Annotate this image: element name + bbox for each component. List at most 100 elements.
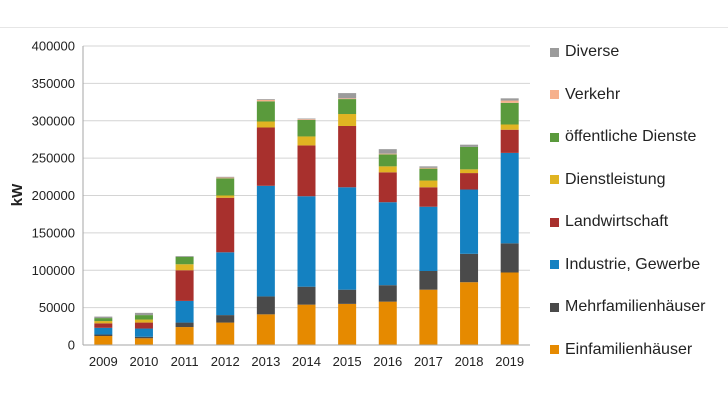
legend-item: Mehrfamilienhäuser xyxy=(550,297,706,317)
bar-segment xyxy=(378,149,397,154)
bar-segment xyxy=(94,321,113,324)
y-tick-label: 200000 xyxy=(32,188,75,203)
bar-segment xyxy=(94,323,113,328)
bar-segment xyxy=(419,168,438,181)
bar-segment xyxy=(216,176,235,178)
bar-segment xyxy=(338,289,357,304)
bar-segment xyxy=(94,327,113,335)
legend-swatch xyxy=(550,175,559,184)
bar-segment xyxy=(378,172,397,203)
bar-segment xyxy=(378,166,397,173)
bar-segment xyxy=(378,301,397,345)
bar-segment xyxy=(500,98,519,101)
bar-segment xyxy=(216,322,235,345)
bar-segment xyxy=(460,282,479,345)
bar-segment xyxy=(256,296,275,315)
legend-swatch xyxy=(550,217,559,227)
bar-segment xyxy=(134,328,153,337)
bar-segment xyxy=(134,315,153,320)
bar-segment xyxy=(256,127,275,186)
bar-segment xyxy=(460,189,479,254)
bar-segment xyxy=(94,336,113,345)
bar-segment xyxy=(216,177,235,179)
bar-segment xyxy=(94,334,113,337)
bar-segment xyxy=(175,256,194,265)
x-tick-label: 2015 xyxy=(333,354,362,369)
x-tick-label: 2017 xyxy=(414,354,443,369)
bar-segment xyxy=(175,322,194,328)
bar-segment xyxy=(256,121,275,128)
grid-lines xyxy=(83,45,530,309)
bar-segment xyxy=(256,185,275,297)
bar-segment xyxy=(297,136,316,146)
bar-segment xyxy=(256,99,275,100)
bar-segment xyxy=(460,146,479,170)
bar-segment xyxy=(419,270,438,290)
bar-segment xyxy=(419,206,438,271)
bar-segment xyxy=(338,114,357,126)
bar-segment xyxy=(175,270,194,301)
bar-segment xyxy=(500,272,519,345)
y-tick-label: 250000 xyxy=(32,151,75,166)
bar-segment xyxy=(216,195,235,198)
y-tick-label: 100000 xyxy=(32,263,75,278)
bar-segment xyxy=(256,99,275,102)
bar-segment xyxy=(500,100,519,103)
bar-segment xyxy=(500,129,519,153)
legend-swatch xyxy=(550,260,559,269)
bar-segment xyxy=(175,264,194,271)
legend-item: öffentliche Dienste xyxy=(550,127,696,147)
bar-segment xyxy=(175,256,194,257)
x-tick-label: 2018 xyxy=(455,354,484,369)
y-tick-label: 50000 xyxy=(39,300,75,315)
legend-label: Mehrfamilienhäuser xyxy=(565,298,706,315)
bar-segment xyxy=(338,98,357,100)
legend-item: Industrie, Gewerbe xyxy=(550,255,700,275)
legend-swatch xyxy=(550,132,559,142)
x-tick-label: 2014 xyxy=(292,354,321,369)
bar-segment xyxy=(134,338,153,345)
bar-segment xyxy=(338,93,357,99)
bar-segment xyxy=(500,243,519,273)
y-axis-label: kW xyxy=(9,183,26,206)
bar-segment xyxy=(500,102,519,125)
bar-segment xyxy=(297,119,316,121)
bar-segment xyxy=(297,196,316,287)
legend-swatch xyxy=(550,90,559,99)
x-tick-label: 2009 xyxy=(89,354,118,369)
bar-segment xyxy=(419,289,438,345)
top-divider xyxy=(0,27,728,28)
bar-segment xyxy=(94,316,113,319)
y-tick-label: 0 xyxy=(68,338,75,353)
x-tick-label: 2010 xyxy=(129,354,158,369)
legend-item: Dienstleistung xyxy=(550,170,666,190)
legend-item: Verkehr xyxy=(550,85,620,105)
bar-segment xyxy=(216,178,235,196)
legend-swatch xyxy=(550,345,559,354)
bar-segment xyxy=(338,125,357,188)
legend-item: Landwirtschaft xyxy=(550,212,668,232)
legend-item: Einfamilienhäuser xyxy=(550,340,692,360)
y-tick-label: 150000 xyxy=(32,225,75,240)
axes: 0 50000 100000 150000 200000 250000 300000 3500… xyxy=(32,39,530,369)
bar-segment xyxy=(216,315,235,323)
bar-segment xyxy=(460,253,479,283)
bar-segment xyxy=(256,314,275,345)
bar-segment xyxy=(338,187,357,290)
y-tick-label: 350000 xyxy=(32,76,75,91)
bar-segment xyxy=(378,202,397,286)
bar-segment xyxy=(460,173,479,190)
bar-segment xyxy=(175,327,194,345)
stacked-bar-chart: 0 50000 100000 150000 200000 250000 300000 3500… xyxy=(9,39,530,369)
legend-label: Industrie, Gewerbe xyxy=(565,255,701,273)
bar-segment xyxy=(134,312,153,316)
x-tick-label: 2013 xyxy=(251,354,280,369)
x-tick-label: 2011 xyxy=(171,354,199,369)
y-tick-label: 300000 xyxy=(32,113,75,128)
legend-item: Diverse xyxy=(550,42,619,62)
bar-segment xyxy=(500,152,519,244)
bar-segment xyxy=(297,304,316,345)
legend-label: Dienstleistung xyxy=(565,170,666,188)
bar-segment xyxy=(297,118,316,120)
